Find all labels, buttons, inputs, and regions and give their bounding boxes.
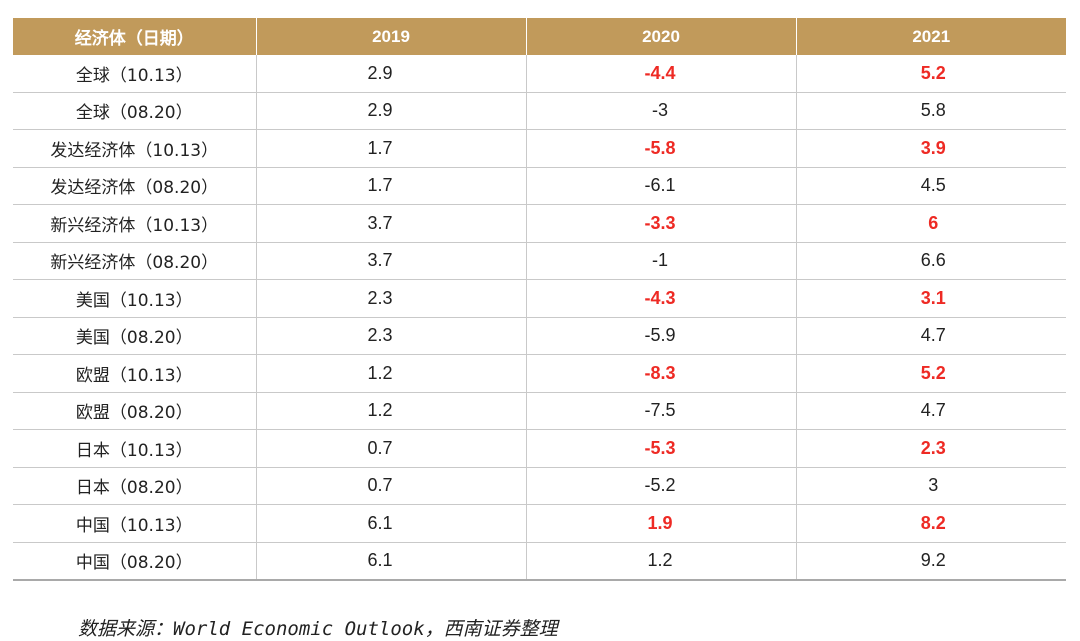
- cell-2020: 1.2: [526, 542, 797, 581]
- row-label: 发达经济体（10.13）: [13, 129, 257, 168]
- row-label: 欧盟（10.13）: [13, 354, 257, 393]
- table-row: 全球（08.20） 2.9 -3 5.8: [13, 92, 1066, 130]
- cell-2019: 3.7: [256, 242, 527, 280]
- cell-2021: 6: [796, 204, 1066, 243]
- row-label: 发达经济体（08.20）: [13, 167, 257, 205]
- cell-2019: 1.7: [256, 167, 527, 205]
- cell-2019: 3.7: [256, 204, 527, 243]
- cell-2019: 2.3: [256, 317, 527, 355]
- cell-2021: 4.7: [796, 317, 1066, 355]
- cell-2020: -3.3: [526, 204, 797, 243]
- cell-2021: 4.5: [796, 167, 1066, 205]
- table-row: 发达经济体（10.13） 1.7 -5.8 3.9: [13, 129, 1066, 168]
- cell-2019: 2.9: [256, 92, 527, 130]
- header-2021: 2021: [796, 18, 1066, 55]
- cell-2019: 6.1: [256, 504, 527, 543]
- cell-2019: 6.1: [256, 542, 527, 581]
- table-row: 新兴经济体（10.13） 3.7 -3.3 6: [13, 204, 1066, 243]
- cell-2020: -8.3: [526, 354, 797, 393]
- row-label: 新兴经济体（10.13）: [13, 204, 257, 243]
- cell-2021: 5.8: [796, 92, 1066, 130]
- cell-2019: 1.2: [256, 392, 527, 430]
- cell-2021: 8.2: [796, 504, 1066, 543]
- source-note: 数据来源：World Economic Outlook，西南证券整理: [78, 618, 558, 640]
- cell-2020: -3: [526, 92, 797, 130]
- cell-2019: 0.7: [256, 467, 527, 505]
- cell-2020: 1.9: [526, 504, 797, 543]
- cell-2020: -7.5: [526, 392, 797, 430]
- forecast-table: 经济体（日期） 2019 2020 2021 全球（10.13） 2.9 -4.4 5…: [13, 18, 1066, 581]
- table-row: 新兴经济体（08.20） 3.7 -1 6.6: [13, 242, 1066, 280]
- cell-2019: 1.2: [256, 354, 527, 393]
- cell-2020: -1: [526, 242, 797, 280]
- row-label: 日本（10.13）: [13, 429, 257, 468]
- cell-2020: -5.2: [526, 467, 797, 505]
- header-2019: 2019: [256, 18, 527, 55]
- table-row: 中国（08.20） 6.1 1.2 9.2: [13, 542, 1066, 581]
- cell-2020: -6.1: [526, 167, 797, 205]
- row-label: 欧盟（08.20）: [13, 392, 257, 430]
- cell-2021: 2.3: [796, 429, 1066, 468]
- cell-2021: 5.2: [796, 354, 1066, 393]
- table-row: 中国（10.13） 6.1 1.9 8.2: [13, 504, 1066, 543]
- row-label: 新兴经济体（08.20）: [13, 242, 257, 280]
- table-row: 发达经济体（08.20） 1.7 -6.1 4.5: [13, 167, 1066, 205]
- row-label: 日本（08.20）: [13, 467, 257, 505]
- row-label: 全球（08.20）: [13, 92, 257, 130]
- table-row: 欧盟（10.13） 1.2 -8.3 5.2: [13, 354, 1066, 393]
- table-row: 全球（10.13） 2.9 -4.4 5.2: [13, 55, 1066, 93]
- cell-2019: 1.7: [256, 129, 527, 168]
- cell-2021: 6.6: [796, 242, 1066, 280]
- table-row: 欧盟（08.20） 1.2 -7.5 4.7: [13, 392, 1066, 430]
- cell-2020: -5.9: [526, 317, 797, 355]
- cell-2021: 3.1: [796, 279, 1066, 318]
- cell-2019: 0.7: [256, 429, 527, 468]
- table-row: 美国（08.20） 2.3 -5.9 4.7: [13, 317, 1066, 355]
- cell-2021: 5.2: [796, 55, 1066, 93]
- cell-2021: 4.7: [796, 392, 1066, 430]
- cell-2020: -4.3: [526, 279, 797, 318]
- cell-2021: 3.9: [796, 129, 1066, 168]
- row-label: 美国（10.13）: [13, 279, 257, 318]
- header-row: 经济体（日期） 2019 2020 2021: [13, 18, 1066, 55]
- cell-2020: -4.4: [526, 55, 797, 93]
- cell-2020: -5.3: [526, 429, 797, 468]
- table-row: 日本（08.20） 0.7 -5.2 3: [13, 467, 1066, 505]
- cell-2019: 2.3: [256, 279, 527, 318]
- table-row: 日本（10.13） 0.7 -5.3 2.3: [13, 429, 1066, 468]
- cell-2021: 3: [796, 467, 1066, 505]
- table-row: 美国（10.13） 2.3 -4.3 3.1: [13, 279, 1066, 318]
- row-label: 全球（10.13）: [13, 55, 257, 93]
- header-2020: 2020: [526, 18, 797, 55]
- row-label: 美国（08.20）: [13, 317, 257, 355]
- cell-2021: 9.2: [796, 542, 1066, 581]
- cell-2019: 2.9: [256, 55, 527, 93]
- row-label: 中国（10.13）: [13, 504, 257, 543]
- cell-2020: -5.8: [526, 129, 797, 168]
- header-economy: 经济体（日期）: [13, 18, 257, 55]
- row-label: 中国（08.20）: [13, 542, 257, 581]
